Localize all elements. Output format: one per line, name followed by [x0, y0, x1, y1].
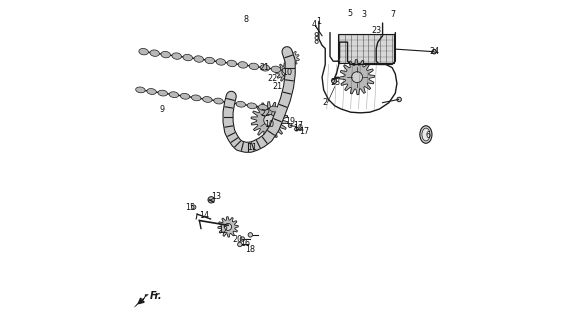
Circle shape	[294, 127, 298, 131]
Polygon shape	[218, 217, 238, 237]
Circle shape	[208, 197, 214, 203]
Text: 24: 24	[429, 47, 439, 56]
Ellipse shape	[183, 54, 192, 61]
FancyBboxPatch shape	[338, 34, 394, 63]
Ellipse shape	[147, 89, 156, 94]
Text: 10: 10	[264, 120, 274, 130]
Text: 19: 19	[293, 124, 303, 132]
Text: 12: 12	[218, 226, 228, 235]
Circle shape	[332, 78, 337, 84]
Ellipse shape	[236, 101, 246, 107]
Ellipse shape	[192, 95, 201, 101]
Text: 19: 19	[285, 117, 295, 126]
Ellipse shape	[270, 106, 279, 112]
Text: 16: 16	[240, 239, 250, 248]
Polygon shape	[284, 50, 299, 66]
Circle shape	[248, 233, 253, 237]
Ellipse shape	[139, 48, 148, 55]
Polygon shape	[251, 102, 288, 139]
Ellipse shape	[150, 50, 160, 56]
Text: 2: 2	[322, 98, 327, 107]
Ellipse shape	[214, 98, 223, 104]
Ellipse shape	[238, 62, 247, 68]
Ellipse shape	[258, 105, 268, 110]
Ellipse shape	[225, 100, 234, 106]
Text: 6: 6	[425, 131, 430, 140]
Text: 20: 20	[232, 235, 243, 244]
Ellipse shape	[422, 128, 430, 141]
Ellipse shape	[216, 59, 226, 65]
Text: 4: 4	[312, 20, 317, 29]
Text: 22: 22	[267, 74, 277, 83]
Text: 23: 23	[331, 78, 340, 87]
Circle shape	[432, 50, 436, 54]
Circle shape	[240, 237, 245, 241]
Text: Fr.: Fr.	[150, 291, 162, 301]
Polygon shape	[340, 60, 375, 95]
Ellipse shape	[247, 103, 257, 109]
Circle shape	[191, 205, 196, 209]
Ellipse shape	[205, 57, 215, 64]
Text: 7: 7	[390, 10, 395, 19]
Text: 11: 11	[247, 143, 258, 152]
Text: 10: 10	[282, 68, 292, 77]
Ellipse shape	[420, 126, 432, 143]
Text: 23: 23	[372, 27, 382, 36]
Ellipse shape	[161, 52, 170, 58]
Text: 3: 3	[361, 10, 366, 19]
Ellipse shape	[249, 63, 259, 70]
Circle shape	[397, 97, 401, 102]
Circle shape	[238, 242, 242, 247]
Text: 13: 13	[211, 192, 221, 201]
Text: 14: 14	[199, 211, 209, 220]
Text: 9: 9	[160, 105, 165, 114]
Ellipse shape	[135, 87, 145, 93]
Circle shape	[263, 115, 275, 126]
Ellipse shape	[272, 66, 281, 73]
Polygon shape	[276, 63, 295, 82]
Ellipse shape	[172, 53, 181, 59]
Text: 8: 8	[244, 15, 249, 24]
Text: 5: 5	[347, 9, 352, 18]
Circle shape	[282, 69, 289, 76]
Ellipse shape	[194, 56, 204, 62]
Circle shape	[289, 55, 294, 60]
Polygon shape	[134, 294, 149, 307]
Text: 17: 17	[300, 127, 309, 136]
Circle shape	[352, 72, 363, 83]
Ellipse shape	[169, 92, 179, 98]
Ellipse shape	[227, 60, 236, 67]
Text: 18: 18	[245, 245, 255, 254]
Text: 22: 22	[260, 109, 270, 118]
Circle shape	[288, 124, 292, 127]
Text: 21: 21	[273, 82, 282, 91]
Circle shape	[224, 223, 231, 230]
Text: 15: 15	[185, 203, 195, 212]
Ellipse shape	[180, 93, 190, 99]
Ellipse shape	[158, 90, 168, 96]
Text: 1: 1	[316, 17, 321, 26]
Ellipse shape	[203, 97, 212, 102]
Text: 21: 21	[259, 63, 269, 72]
Text: 17: 17	[293, 121, 303, 130]
Ellipse shape	[282, 68, 292, 74]
Ellipse shape	[260, 65, 270, 71]
